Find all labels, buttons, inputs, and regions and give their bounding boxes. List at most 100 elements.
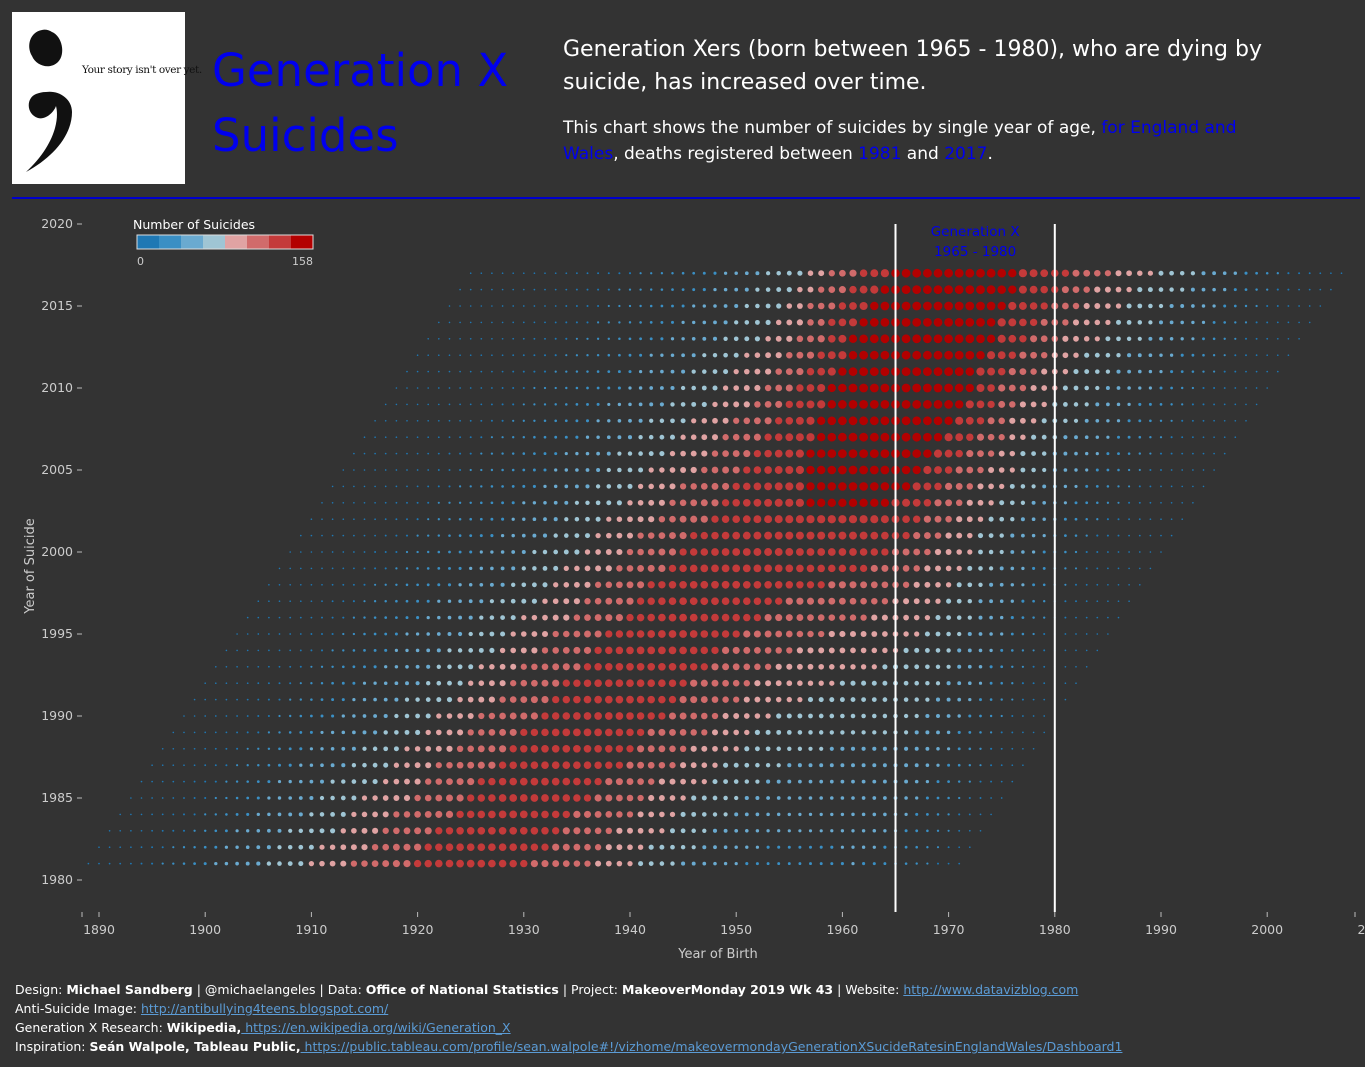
data-point — [565, 370, 568, 373]
data-point — [839, 664, 846, 670]
data-point — [565, 386, 568, 390]
data-point — [743, 646, 751, 654]
data-point — [382, 843, 390, 851]
data-point — [701, 712, 708, 720]
data-point — [701, 434, 708, 441]
data-point — [1064, 649, 1067, 652]
data-point — [1021, 550, 1025, 554]
data-point — [690, 729, 697, 736]
data-point — [785, 482, 794, 491]
data-point — [872, 763, 877, 768]
footer-credits: Design: Michael Sandberg | @michaelangel… — [15, 980, 1355, 999]
data-point — [340, 860, 347, 867]
data-point — [575, 288, 578, 291]
data-point — [437, 469, 440, 471]
data-point — [395, 534, 398, 537]
data-point — [469, 321, 472, 324]
data-point — [817, 581, 825, 589]
data-point — [193, 747, 196, 750]
data-point — [764, 384, 772, 392]
data-point — [351, 779, 357, 784]
data-point — [860, 597, 867, 605]
data-point — [426, 615, 430, 620]
data-point — [819, 796, 823, 800]
data-point — [480, 452, 483, 455]
data-point — [786, 287, 792, 293]
data-point — [753, 498, 762, 507]
data-point — [626, 581, 634, 589]
data-point — [552, 630, 559, 638]
data-point — [1202, 419, 1205, 422]
x-tick-label: 1890 — [83, 922, 115, 937]
data-point — [787, 812, 791, 817]
data-point — [563, 630, 570, 638]
data-point — [637, 827, 644, 834]
data-point — [669, 728, 676, 736]
data-point — [541, 794, 549, 802]
data-point — [851, 796, 855, 800]
data-point — [776, 763, 781, 768]
data-point — [1137, 270, 1143, 276]
data-point — [700, 531, 709, 540]
data-point — [595, 549, 601, 555]
data-point — [235, 829, 239, 833]
data-point — [289, 714, 292, 718]
data-point — [511, 517, 515, 521]
data-point — [882, 680, 888, 686]
data-point — [818, 713, 824, 719]
data-point — [499, 696, 506, 703]
title-line-1: Generation X — [212, 44, 509, 97]
data-point — [733, 401, 740, 408]
data-point — [1043, 616, 1046, 619]
data-point — [713, 845, 717, 850]
data-point — [754, 729, 761, 736]
data-point — [988, 483, 994, 490]
data-point — [1031, 533, 1036, 538]
data-point — [341, 714, 345, 718]
data-point — [627, 827, 633, 834]
data-point — [469, 468, 472, 472]
data-point — [424, 794, 432, 802]
data-point — [721, 515, 730, 523]
data-point — [594, 679, 602, 688]
data-point — [639, 337, 642, 341]
data-point — [637, 794, 644, 802]
data-point — [309, 828, 314, 834]
image-credit-link[interactable]: http://antibullying4teens.blogspot.com/ — [140, 1001, 389, 1016]
data-point — [660, 272, 664, 275]
data-point — [637, 745, 645, 753]
data-point — [435, 794, 443, 802]
data-point — [765, 271, 771, 276]
data-point — [522, 419, 525, 422]
data-point — [615, 745, 624, 753]
data-point — [1148, 320, 1153, 325]
data-point — [544, 272, 546, 275]
research-link[interactable]: https://en.wikipedia.org/wiki/Generation… — [241, 1020, 511, 1035]
data-point — [926, 829, 929, 833]
data-point — [501, 272, 504, 275]
data-point — [341, 730, 346, 735]
data-point — [933, 285, 943, 294]
data-point — [722, 746, 729, 752]
data-point — [1319, 305, 1322, 307]
data-point — [1031, 467, 1036, 473]
data-point — [1085, 468, 1089, 472]
data-point — [172, 862, 175, 865]
data-point — [1095, 369, 1100, 374]
website-link[interactable]: http://www.datavizblog.com — [903, 982, 1079, 997]
data-point — [500, 550, 505, 554]
data-point — [658, 761, 666, 769]
data-point — [1074, 435, 1078, 440]
data-point — [1202, 485, 1205, 488]
inspiration-link[interactable]: https://public.tableau.com/profile/sean.… — [300, 1039, 1123, 1054]
data-point — [807, 302, 814, 310]
data-point — [968, 714, 972, 718]
data-point — [1107, 616, 1109, 619]
data-point — [436, 680, 442, 686]
data-point — [214, 796, 217, 800]
data-point — [342, 567, 345, 570]
data-point — [670, 861, 675, 866]
data-point — [785, 548, 794, 556]
data-point — [658, 564, 666, 572]
data-point — [670, 320, 675, 324]
